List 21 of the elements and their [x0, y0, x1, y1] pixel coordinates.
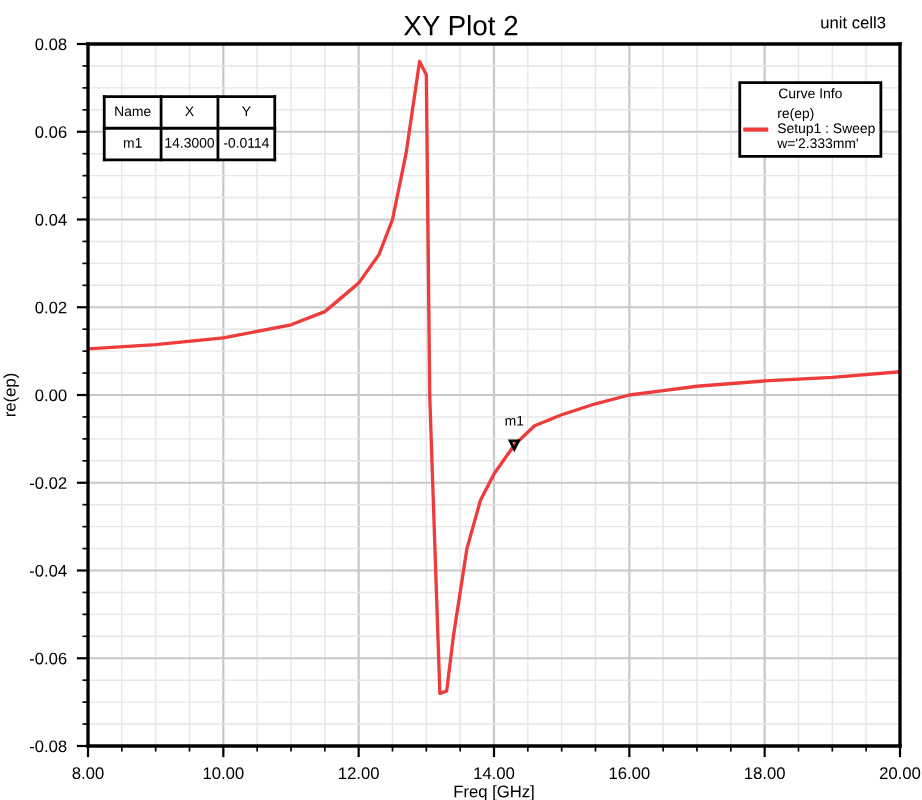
line-series: [88, 59, 900, 696]
y-tick-label: -0.02: [29, 477, 67, 489]
y-tick-label: 0.06: [35, 126, 67, 138]
x-tick-label: 10.00: [203, 767, 244, 780]
y-tick-label: 0.02: [35, 301, 67, 314]
x-tick-label: 12.00: [339, 767, 379, 780]
x-tick-label: 14.00: [474, 767, 515, 780]
x-tick-label: 8.00: [72, 767, 104, 780]
x-tick-label: 16.00: [609, 767, 650, 780]
x-tick-label: 18.00: [745, 767, 785, 780]
y-tick-label: -0.04: [29, 564, 67, 577]
y-tick-label: 0.04: [35, 213, 67, 226]
y-axis-title: re(ep): [3, 373, 19, 417]
x-tick-label: 20.00: [879, 767, 921, 780]
chart-title: XY Plot 2: [403, 15, 518, 36]
y-tick-label: 0.08: [35, 38, 67, 51]
chart-subtitle: unit cell3: [821, 16, 886, 29]
x-axis-title: Freq [GHz]: [454, 785, 534, 800]
y-tick-label: -0.08: [29, 740, 67, 753]
y-tick-label: -0.06: [29, 652, 67, 665]
y-tick-label: 0.00: [35, 389, 67, 402]
